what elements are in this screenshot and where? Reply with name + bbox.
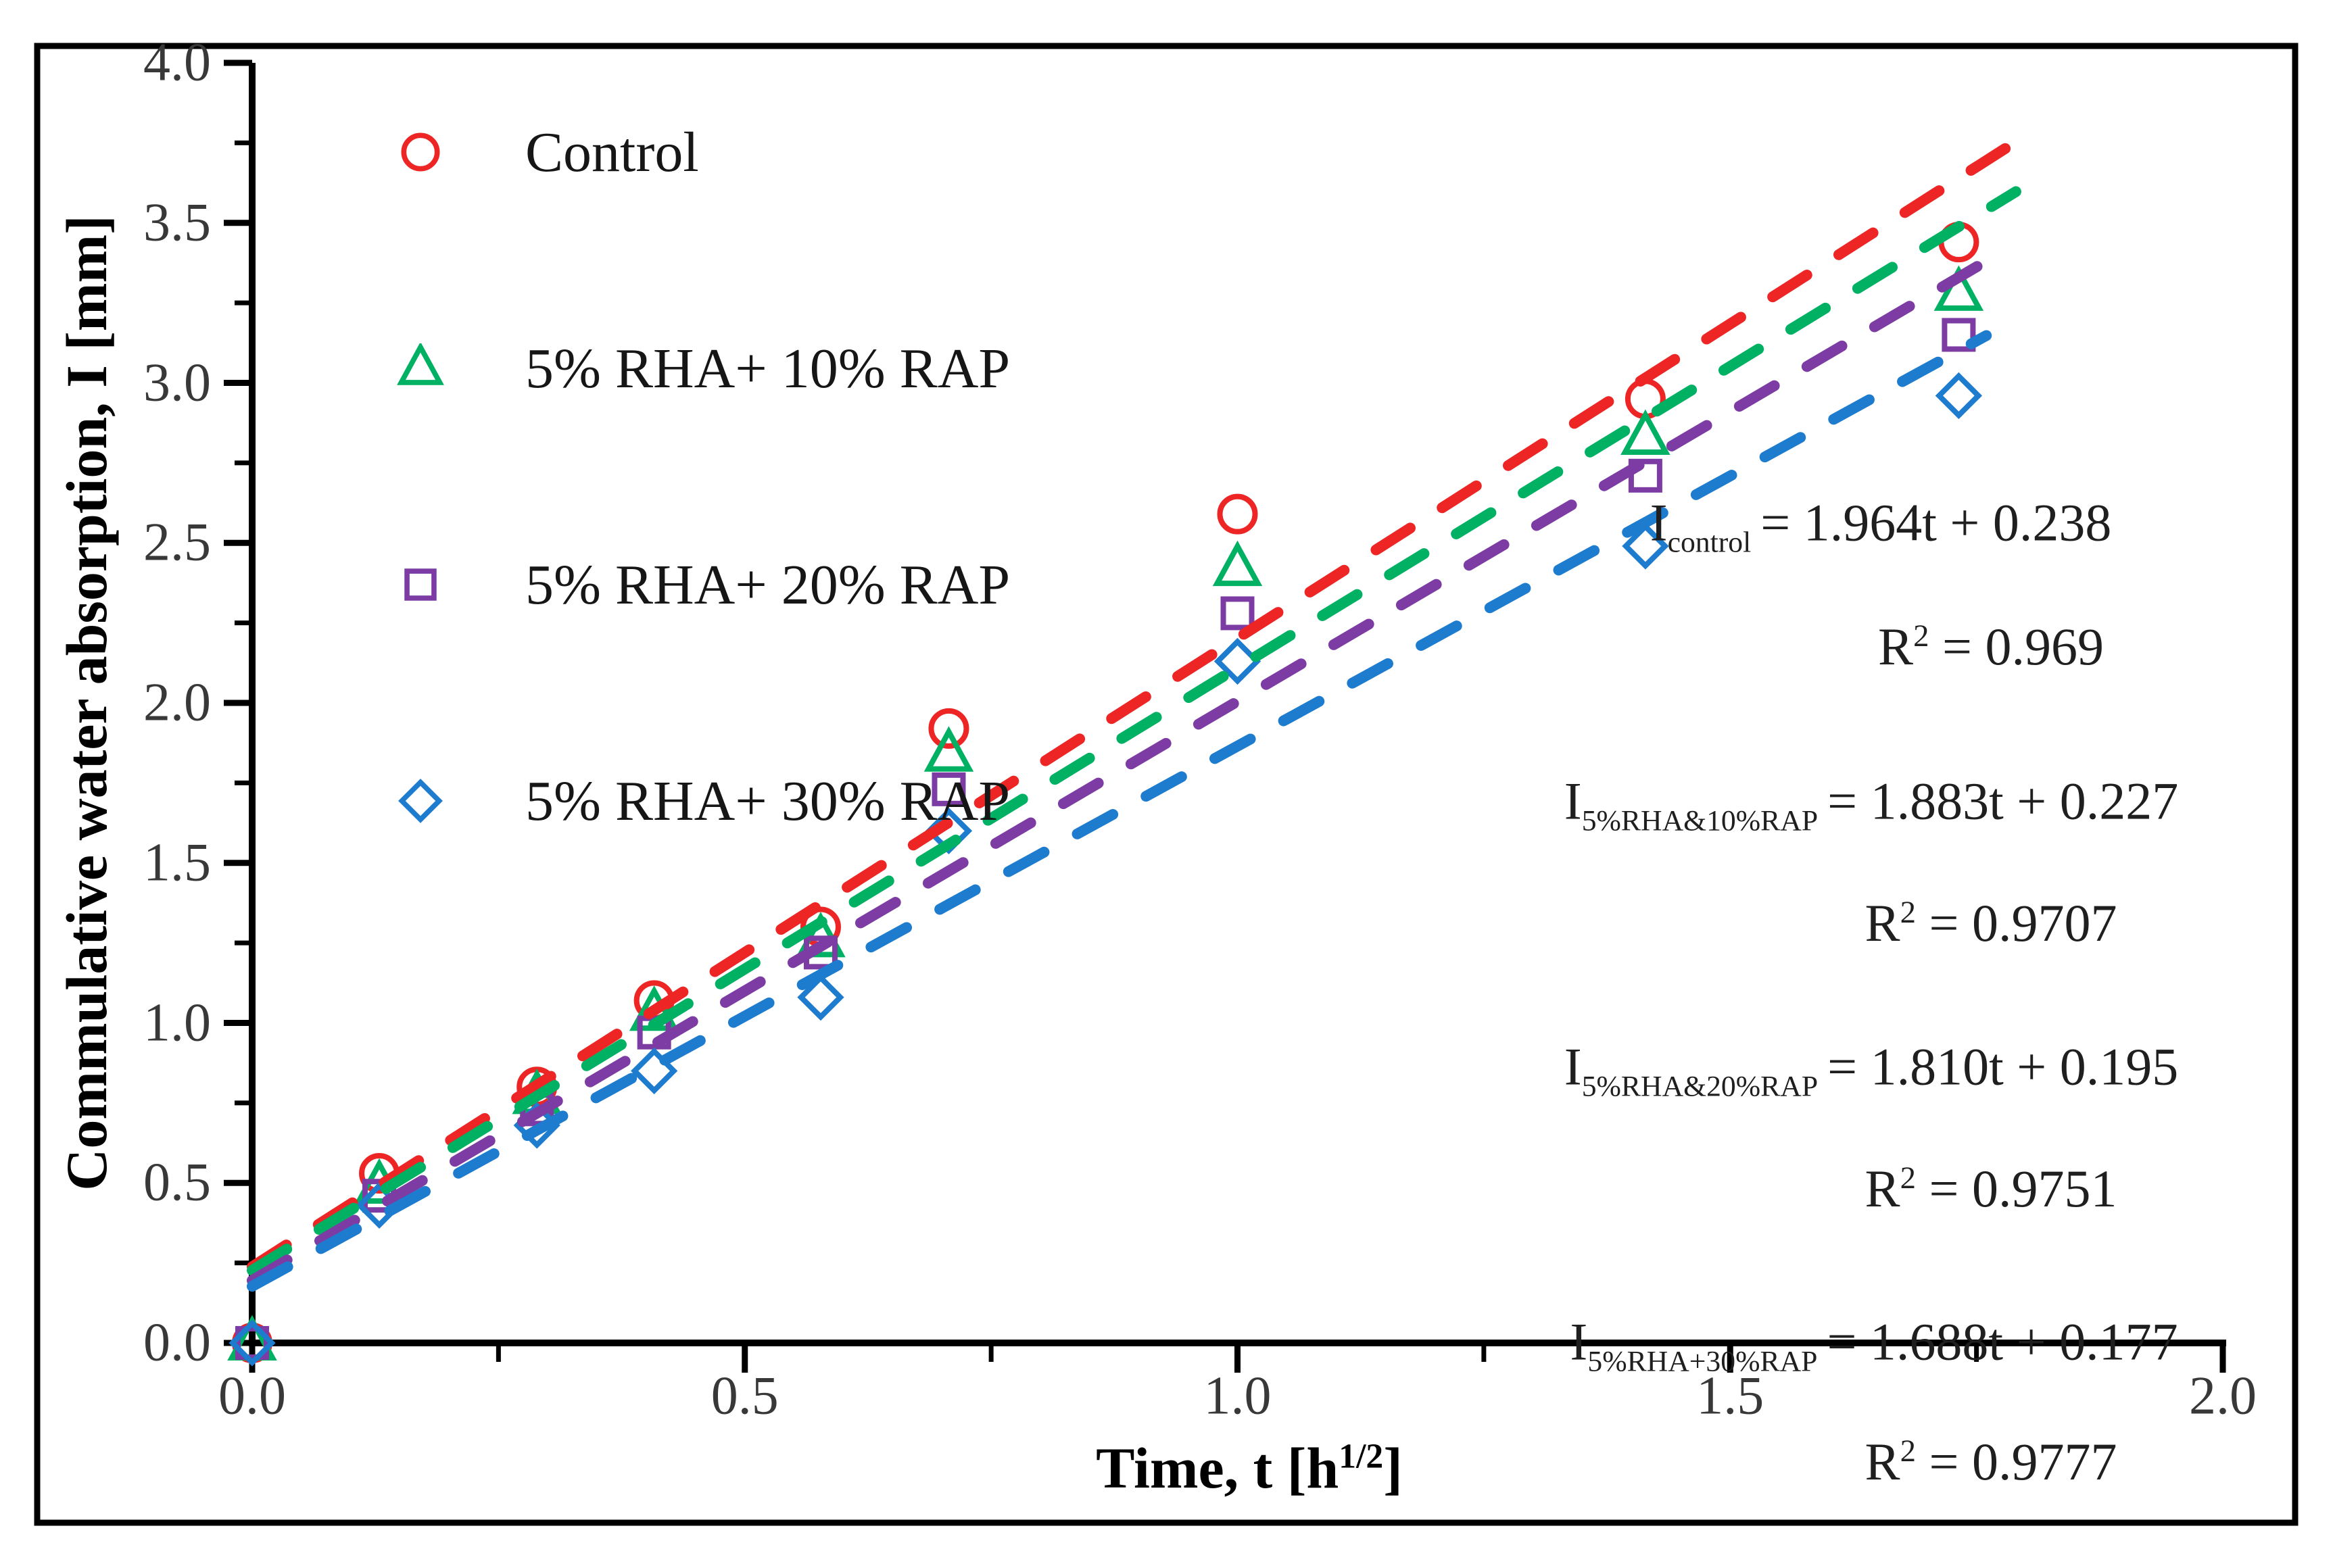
trend-line	[247, 244, 2012, 1286]
legend-item-rha10rap: 5% RHA+ 10% RAP	[395, 337, 1011, 400]
legend-item-rha20rap: 5% RHA+ 20% RAP	[395, 553, 1011, 616]
trend-line	[247, 330, 1992, 1292]
equation-lhs: I	[1564, 771, 1582, 831]
legend-item-control: Control	[395, 120, 699, 184]
circle-marker	[1217, 493, 1258, 535]
diamond-marker	[797, 973, 844, 1021]
diamond-marker	[229, 1319, 276, 1367]
triangle-marker	[1620, 409, 1670, 455]
equation-subscript: 5%RHA&20%RAP	[1581, 1070, 1819, 1103]
equation-rhs: = 1.810t + 0.195	[1827, 1037, 2179, 1096]
x-axis-title-close: ]	[1383, 1436, 1403, 1500]
diamond-marker	[1935, 372, 1983, 420]
r-squared-rha30rap: R2 = 0.9777	[1865, 1432, 2117, 1491]
diamond-marker	[1622, 522, 1669, 570]
trend-line	[247, 130, 2031, 1273]
trend-line	[247, 186, 2021, 1276]
diamond-marker	[398, 779, 443, 823]
legend-label: 5% RHA+ 30% RAP	[525, 769, 1011, 833]
square-marker-icon	[404, 568, 437, 601]
x-tick-label: 2.0	[2189, 1366, 2257, 1426]
square-marker	[1942, 318, 1976, 352]
equation-subscript: 5%RHA&10%RAP	[1581, 804, 1819, 837]
equation-rhs: = 1.688t + 0.177	[1827, 1312, 2178, 1371]
y-tick-label: 0.0	[143, 1313, 211, 1373]
equation-subscript: control	[1667, 526, 1752, 559]
triangle-marker	[1933, 265, 1984, 311]
figure-border	[34, 43, 2299, 1526]
legend-label: Control	[525, 120, 699, 184]
square-marker	[932, 772, 966, 806]
square-marker	[404, 568, 437, 601]
x-tick-label: 0.0	[218, 1366, 286, 1426]
series-square	[235, 318, 1976, 1360]
equation-lhs: I	[1570, 1312, 1588, 1371]
equation-control: Icontrol = 1.964t + 0.238	[1650, 493, 2112, 560]
x-axis-title-superscript: 1/2	[1339, 1437, 1384, 1476]
y-tick-label: 2.5	[143, 512, 211, 572]
x-axis-title: Time, t [h1/2]	[1096, 1434, 1403, 1502]
circle-marker	[401, 132, 440, 172]
square-marker	[1220, 596, 1255, 631]
equation-lhs: I	[1650, 493, 1668, 552]
y-tick-label: 2.0	[143, 672, 211, 733]
equation-rhs: = 1.964t + 0.238	[1760, 493, 2112, 552]
triangle-marker	[1212, 540, 1263, 587]
equation-subscript: 5%RHA+30%RAP	[1587, 1345, 1818, 1378]
triangle-marker	[397, 343, 444, 385]
y-tick-label: 4.0	[143, 32, 211, 93]
legend-item-rha30rap: 5% RHA+ 30% RAP	[395, 769, 1011, 833]
triangle-marker	[923, 726, 974, 772]
triangle-marker-icon	[397, 343, 444, 385]
trend-lines	[247, 130, 2031, 1292]
square-marker	[235, 1326, 269, 1360]
legend-label: 5% RHA+ 20% RAP	[525, 553, 1011, 616]
r-squared-rha20rap: R2 = 0.9751	[1865, 1159, 2117, 1218]
r-squared-control: R2 = 0.969	[1878, 617, 2104, 676]
r-squared-rha10rap: R2 = 0.9707	[1865, 893, 2117, 952]
y-axis-title: Commulative water absorption, I [mm]	[54, 215, 119, 1191]
equation-rha30rap: I5%RHA+30%RAP = 1.688t + 0.177	[1570, 1312, 2178, 1379]
y-tick-label: 1.0	[143, 993, 211, 1052]
x-tick-label: 0.5	[711, 1366, 779, 1426]
legend-label: 5% RHA+ 10% RAP	[525, 337, 1011, 400]
circle-marker	[928, 708, 969, 749]
equation-lhs: I	[1564, 1037, 1582, 1096]
y-tick-label: 0.5	[143, 1152, 211, 1212]
x-tick-label: 1.0	[1203, 1366, 1272, 1426]
y-tick-label: 1.5	[143, 833, 211, 893]
diamond-marker-icon	[398, 779, 443, 823]
x-axis-title-main: Time, t [h	[1096, 1436, 1339, 1500]
y-tick-label: 3.0	[143, 353, 211, 412]
circle-marker-icon	[401, 132, 440, 172]
x-tick-label: 1.5	[1696, 1366, 1764, 1426]
equation-rha20rap: I5%RHA&20%RAP = 1.810t + 0.195	[1564, 1037, 2179, 1104]
y-tick-label: 3.5	[143, 193, 211, 253]
equation-rhs: = 1.883t + 0.227	[1827, 771, 2179, 831]
equation-rha10rap: I5%RHA&10%RAP = 1.883t + 0.227	[1564, 771, 2179, 838]
